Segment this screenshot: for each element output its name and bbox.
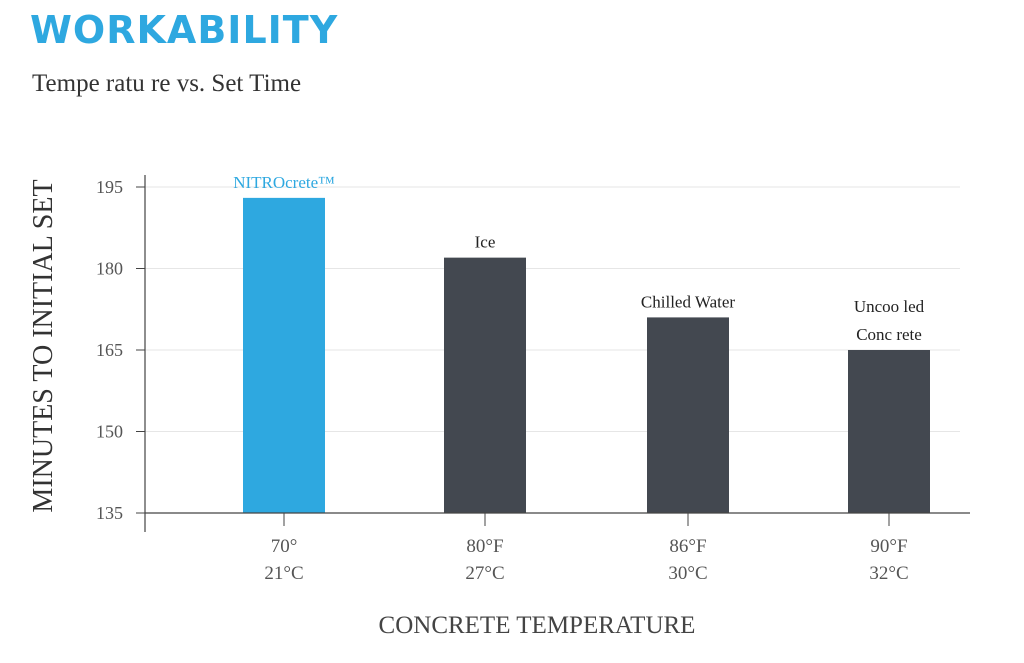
x-tick-label: 30°C (668, 563, 707, 584)
bar-labels: NITROcrete™ Ice Chilled Water Uncoo led Conc… (233, 173, 924, 344)
x-tick-label: 80°F (466, 536, 503, 557)
bar (444, 257, 526, 513)
x-ticks: 70° 21°C 80°F 27°C 86°F 30°C 90°F 32°C (264, 513, 909, 584)
bar (848, 350, 930, 513)
chart-subtitle: Tempe ratu re vs. Set Time (32, 70, 302, 97)
y-tick-label: 180 (96, 259, 123, 279)
bar-data-label: Conc rete (856, 325, 922, 344)
axes (144, 175, 970, 532)
y-axis-title: MINUTES TO INITIAL SET (28, 179, 59, 512)
y-tick-label: 165 (96, 340, 123, 360)
page-title: WORKABILITY (30, 8, 339, 52)
bar-data-label: Chilled Water (641, 292, 735, 311)
bar-data-label: NITROcrete™ (233, 173, 335, 192)
x-tick-label: 86°F (669, 536, 706, 557)
bar-data-label: Ice (475, 233, 496, 252)
bar (243, 197, 325, 513)
y-tick-label: 150 (96, 422, 123, 442)
x-tick-label: 90°F (870, 536, 907, 557)
x-tick-label: 32°C (869, 563, 908, 584)
x-tick-label: 27°C (465, 563, 504, 584)
y-tick-label: 135 (96, 503, 123, 523)
x-tick-label: 21°C (264, 563, 303, 584)
y-tick-label: 195 (96, 177, 123, 197)
x-axis-title: CONCRETE TEMPERATURE (379, 612, 696, 639)
bar (647, 317, 729, 513)
x-tick-label: 70° (271, 536, 298, 557)
bars (243, 197, 930, 513)
bar-data-label: Uncoo led (854, 297, 925, 316)
y-ticks: 135 150 165 180 195 (96, 177, 145, 523)
